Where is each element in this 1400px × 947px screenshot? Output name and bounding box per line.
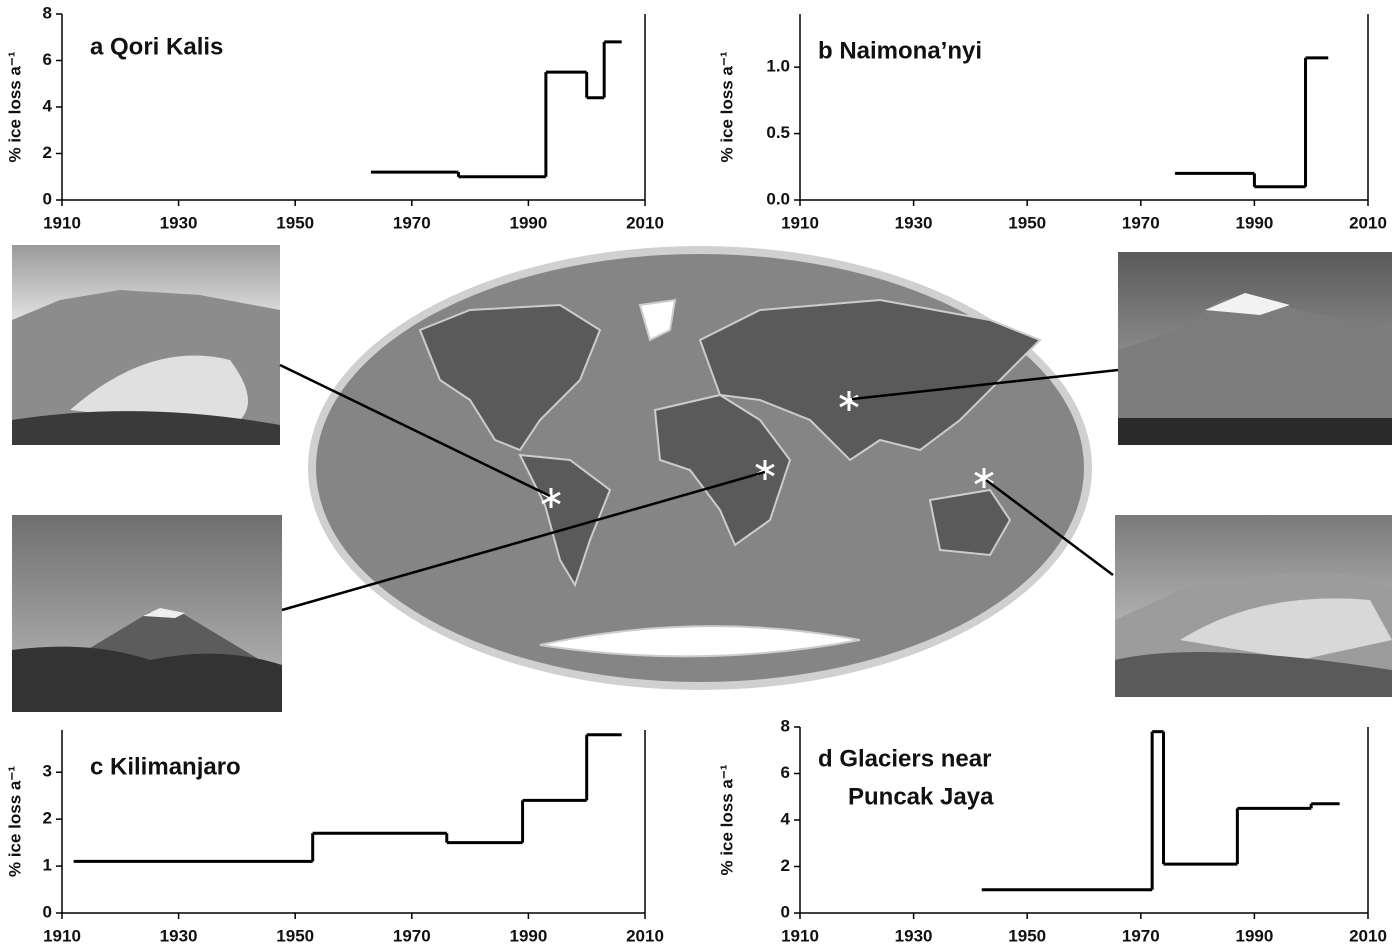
x-tick-label: 1950 [1008,213,1046,232]
chart-title: c Kilimanjaro [90,753,241,780]
x-tick-label: 1930 [895,213,933,232]
chart-title: d Glaciers near [818,745,991,772]
chart-title: a Qori Kalis [90,33,223,60]
world-map [308,246,1092,690]
x-tick-label: 2010 [626,213,664,232]
y-tick-label: 0.5 [766,123,790,142]
x-tick-label: 1910 [43,213,81,232]
x-tick-label: 1930 [160,213,198,232]
x-tick-label: 1930 [160,926,198,945]
y-tick-label: 8 [43,3,52,22]
x-tick-label: 1970 [393,213,431,232]
chart-panel: 0.0 0.5 1.0 1910 1930 1950 1970 1990 2010 b Naimo… [717,14,1387,232]
x-tick-label: 1970 [1122,213,1160,232]
x-tick-label: 1990 [1235,213,1273,232]
y-tick-label: 4 [781,809,791,828]
y-tick-label: 6 [43,50,52,69]
chart-title: b Naimona’nyi [818,37,982,64]
y-tick-label: 4 [43,96,53,115]
y-axis-label: % ice loss a⁻¹ [5,51,24,162]
photo-naimonanyi [1118,252,1392,445]
chart-panel: 0 2 4 6 8 1910 1930 1950 1970 1990 2010 a Qori Kali… [5,3,663,232]
y-tick-label: 0 [43,189,52,208]
chart-panel: 0 1 2 3 1910 1930 1950 1970 1990 2010 c Kilimanjar… [5,730,664,945]
y-tick-label: 3 [43,762,52,781]
photo-puncak-jaya [1115,515,1392,697]
y-axis-label: % ice loss a⁻¹ [717,51,736,162]
y-tick-label: 2 [43,809,52,828]
x-tick-label: 1990 [509,213,547,232]
y-axis-label: % ice loss a⁻¹ [5,766,24,877]
y-tick-label: 1.0 [766,57,790,76]
y-tick-label: 1 [43,856,52,875]
y-axis-label: % ice loss a⁻¹ [717,764,736,875]
x-tick-label: 2010 [1349,213,1387,232]
connector-lines [279,363,1119,612]
x-tick-label: 1990 [509,926,547,945]
x-tick-label: 2010 [1349,926,1387,945]
photo-kilimanjaro [12,515,282,712]
photo-qori-kalis [12,245,280,445]
y-tick-label: 0 [781,902,790,921]
chart-panel: 0 2 4 6 8 1910 1930 1950 1970 1990 2010 d Glaciers … [717,716,1386,945]
y-tick-label: 6 [781,763,790,782]
x-tick-label: 1950 [1008,926,1046,945]
x-tick-label: 1910 [43,926,81,945]
x-tick-label: 2010 [626,926,664,945]
x-tick-label: 1990 [1235,926,1273,945]
y-tick-label: 2 [43,143,52,162]
x-tick-label: 1910 [781,926,819,945]
y-tick-label: 0 [43,902,52,921]
x-tick-label: 1970 [393,926,431,945]
x-tick-label: 1950 [276,213,314,232]
x-tick-label: 1950 [276,926,314,945]
chart-title: Puncak Jaya [848,783,994,810]
x-tick-label: 1930 [895,926,933,945]
y-tick-label: 0.0 [766,189,790,208]
y-tick-label: 2 [781,856,790,875]
x-tick-label: 1970 [1122,926,1160,945]
x-tick-label: 1910 [781,213,819,232]
y-tick-label: 8 [781,716,790,735]
